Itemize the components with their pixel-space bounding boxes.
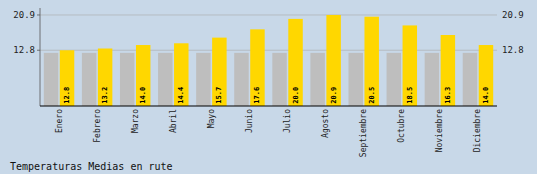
bar (158, 53, 172, 106)
y-tick-label: 20.9 (13, 10, 35, 20)
bar (272, 53, 286, 106)
data-label: 20.5 (368, 87, 376, 104)
bar (348, 53, 362, 106)
bar (463, 53, 477, 106)
bar (98, 49, 112, 106)
x-tick-label: Abril (169, 109, 178, 133)
bar (212, 38, 226, 106)
bar (310, 53, 324, 106)
bar (174, 43, 188, 106)
bar (441, 35, 455, 106)
data-label: 14.0 (482, 87, 490, 104)
chart: 12.8 13.2 14.0 14.4 15.7 17.6 20.0 20.9 20.5 18.5… (0, 0, 537, 174)
bar (364, 17, 378, 106)
data-labels: 12.8 13.2 14.0 14.4 15.7 17.6 20.0 20.9 20.5 18.5… (63, 87, 490, 104)
bar (82, 53, 96, 106)
x-tick-label: Enero (55, 109, 64, 133)
data-label: 14.4 (177, 87, 185, 104)
y2-tick-label: 12.8 (502, 45, 524, 55)
title: Temperaturas Medias en rute (10, 161, 173, 172)
data-label: 12.8 (63, 87, 71, 104)
x-tick-label: Diciembre (473, 109, 482, 153)
bar (44, 53, 58, 106)
x-tick-label: Febrero (93, 109, 102, 143)
y-tick-label: 12.8 (13, 45, 35, 55)
bar (288, 19, 302, 106)
x-tick-label: Mayo (207, 109, 216, 128)
x-tick-label: Julio (283, 109, 292, 133)
bar (425, 53, 439, 106)
y-tick (37, 14, 40, 15)
bar (326, 15, 340, 106)
bar (479, 45, 493, 106)
bar (250, 29, 264, 106)
x-tick-label: Octubre (397, 109, 406, 143)
x-tick-label: Junio (245, 109, 254, 133)
x-tick-label: Septiembre (359, 109, 368, 157)
background (0, 0, 537, 174)
bars (44, 15, 493, 106)
grid-line (40, 14, 497, 15)
data-label: 20.0 (292, 87, 300, 104)
data-label: 16.3 (444, 87, 452, 104)
y2-tick-label: 20.9 (502, 10, 524, 20)
data-label: 14.0 (139, 87, 147, 104)
data-label: 17.6 (253, 87, 261, 104)
x-tick-label: Noviembre (435, 109, 444, 153)
bar (234, 53, 248, 106)
data-label: 18.5 (406, 87, 414, 104)
bar (136, 45, 150, 106)
bar (403, 25, 417, 106)
y-axis-line (40, 8, 41, 106)
x-tick-label: Marzo (131, 109, 140, 133)
bar (60, 50, 74, 106)
data-label: 15.7 (215, 87, 223, 104)
bar (120, 53, 134, 106)
data-label: 13.2 (101, 87, 109, 104)
x-axis-line (40, 105, 497, 106)
data-label: 20.9 (330, 87, 338, 104)
x-tick-label: Agosto (321, 109, 330, 138)
bar (196, 53, 210, 106)
bar (387, 53, 401, 106)
y-tick (37, 50, 40, 51)
